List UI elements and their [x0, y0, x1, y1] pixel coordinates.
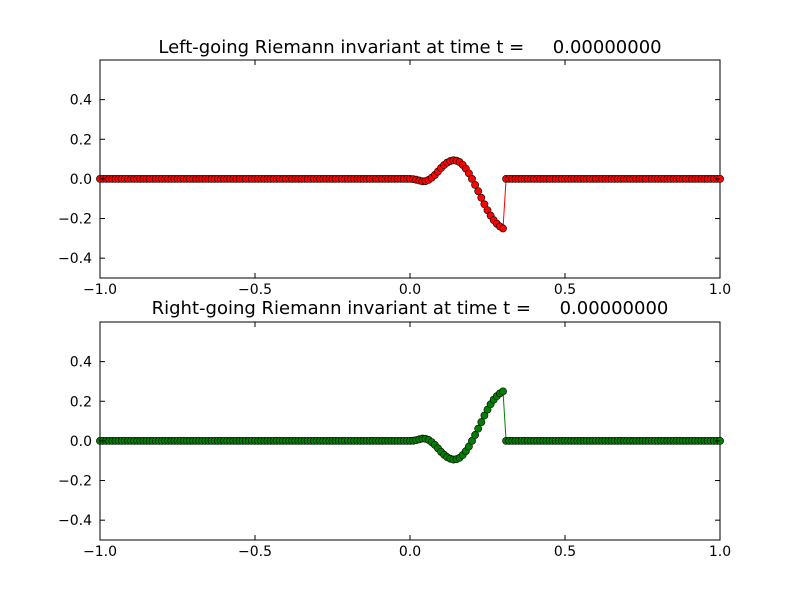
right-going-y-tick-label: 0.0	[70, 434, 92, 450]
left-going-panel: Left-going Riemann invariant at time t =…	[58, 37, 731, 298]
left-going-y-tick-label: 0.2	[70, 132, 92, 148]
left-going-y-tick-label: −0.4	[58, 251, 92, 267]
right-going-data-point	[477, 418, 486, 426]
right-going-y-tick-label: 0.4	[70, 355, 92, 371]
right-going-panel: Right-going Riemann invariant at time t …	[58, 298, 731, 560]
right-going-x-ticks: −1.0 −0.5 0.0 0.5 1.0	[83, 322, 731, 560]
left-going-x-tick-label: −0.5	[238, 282, 272, 298]
right-going-y-tick-label: −0.2	[58, 474, 92, 490]
left-going-plot-area	[99, 59, 721, 279]
right-going-data-point	[471, 431, 479, 439]
right-going-data-point	[499, 387, 507, 396]
right-going-x-tick-label: −1.0	[83, 544, 117, 560]
right-going-y-ticks: −0.4 −0.2 0.0 0.2 0.4	[58, 355, 720, 529]
right-going-title: Right-going Riemann invariant at time t …	[152, 298, 669, 319]
left-going-x-tick-label: 0.0	[399, 282, 421, 298]
left-going-data-point	[471, 180, 479, 189]
left-going-data-point	[477, 193, 486, 202]
left-going-x-ticks: −1.0 −0.5 0.0 0.5 1.0	[83, 60, 731, 298]
right-going-y-tick-label: −0.4	[58, 513, 92, 529]
left-going-y-tick-label: 0.4	[70, 93, 92, 109]
left-going-title: Left-going Riemann invariant at time t =…	[158, 37, 661, 58]
left-going-data-point	[499, 224, 507, 233]
right-going-data-point	[474, 424, 483, 433]
left-going-x-tick-label: 0.5	[554, 282, 576, 298]
left-going-y-tick-label: 0.0	[70, 172, 92, 188]
left-going-x-tick-label: −1.0	[83, 282, 117, 298]
right-going-x-tick-label: 0.5	[554, 544, 576, 560]
left-going-x-tick-label: 1.0	[709, 282, 731, 298]
left-going-y-tick-label: −0.2	[58, 212, 92, 228]
right-going-x-tick-label: 1.0	[709, 544, 731, 560]
right-going-series	[96, 387, 724, 464]
left-going-data-point	[474, 187, 483, 196]
right-going-plot-area	[99, 321, 721, 541]
left-going-series	[96, 156, 724, 233]
left-going-y-ticks: −0.4 −0.2 0.0 0.2 0.4	[58, 93, 720, 267]
right-going-y-tick-label: 0.2	[70, 394, 92, 410]
right-going-x-tick-label: −0.5	[238, 544, 272, 560]
right-going-x-tick-label: 0.0	[399, 544, 421, 560]
